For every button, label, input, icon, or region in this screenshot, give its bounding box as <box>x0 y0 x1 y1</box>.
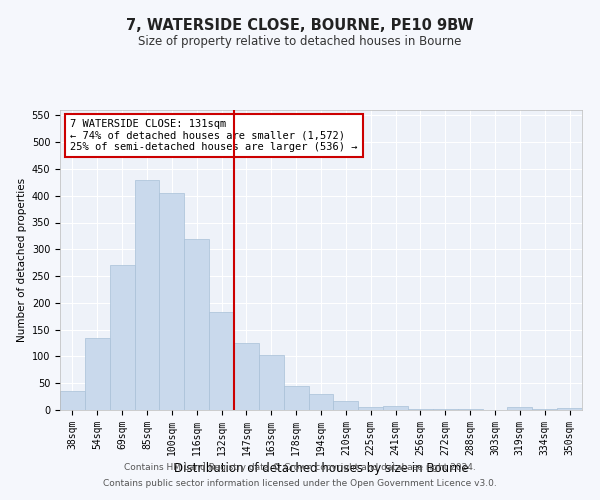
Text: Contains public sector information licensed under the Open Government Licence v3: Contains public sector information licen… <box>103 478 497 488</box>
Bar <box>234 343 259 410</box>
Text: Size of property relative to detached houses in Bourne: Size of property relative to detached ho… <box>139 35 461 48</box>
Text: 7, WATERSIDE CLOSE, BOURNE, PE10 9BW: 7, WATERSIDE CLOSE, BOURNE, PE10 9BW <box>126 18 474 32</box>
Bar <box>334 401 358 410</box>
Text: Contains HM Land Registry data © Crown copyright and database right 2024.: Contains HM Land Registry data © Crown c… <box>124 464 476 472</box>
Bar <box>408 409 433 410</box>
Bar <box>433 409 458 410</box>
Bar <box>184 238 209 410</box>
Bar <box>160 193 184 410</box>
Text: 7 WATERSIDE CLOSE: 131sqm
← 74% of detached houses are smaller (1,572)
25% of se: 7 WATERSIDE CLOSE: 131sqm ← 74% of detac… <box>70 119 358 152</box>
Bar <box>85 338 110 410</box>
Bar <box>259 355 284 410</box>
Bar <box>508 408 532 410</box>
Y-axis label: Number of detached properties: Number of detached properties <box>17 178 28 342</box>
Bar <box>557 408 582 410</box>
Bar <box>134 180 160 410</box>
Bar <box>209 312 234 410</box>
X-axis label: Distribution of detached houses by size in Bourne: Distribution of detached houses by size … <box>173 462 469 475</box>
Bar <box>383 406 408 410</box>
Bar <box>358 408 383 410</box>
Bar <box>308 394 334 410</box>
Bar <box>532 409 557 410</box>
Bar <box>284 386 308 410</box>
Bar <box>110 266 134 410</box>
Bar <box>60 391 85 410</box>
